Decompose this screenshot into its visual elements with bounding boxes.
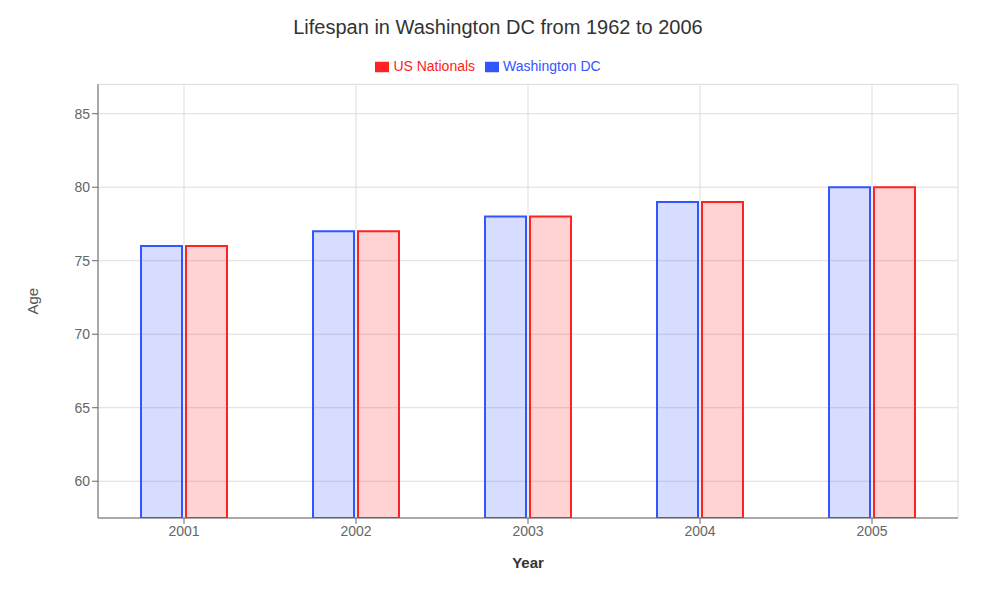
html-text:Washington DC: Washington DC	[503, 58, 601, 74]
svg-text:80: 80	[74, 179, 90, 195]
svg-text:Year: Year	[512, 554, 544, 571]
svg-text:70: 70	[74, 326, 90, 342]
svg-text:2001: 2001	[168, 523, 199, 539]
svg-text:2005: 2005	[856, 523, 887, 539]
html-text:US Nationals: US Nationals	[393, 58, 476, 74]
html-text:Lifespan in Washington DC from: Lifespan in Washington DC from 1962 to 2…	[293, 16, 703, 38]
svg-text:2002: 2002	[340, 523, 371, 539]
svg-text:65: 65	[74, 400, 90, 416]
svg-text:2003: 2003	[512, 523, 543, 539]
svg-text:60: 60	[74, 473, 90, 489]
svg-text:Age: Age	[24, 288, 41, 315]
svg-text:85: 85	[74, 106, 90, 122]
svg-text:2004: 2004	[684, 523, 715, 539]
svg-text:75: 75	[74, 253, 90, 269]
